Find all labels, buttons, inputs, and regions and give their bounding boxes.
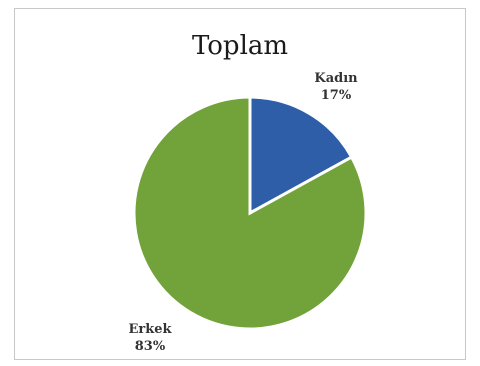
slice-percent-erkek: 83% (134, 339, 166, 354)
slice-label-erkek: Erkek 83% (120, 321, 180, 355)
pie-slice-erkek (132, 95, 368, 331)
chart-title: Toplam (191, 31, 289, 61)
slice-name-erkek: Erkek (128, 322, 172, 337)
slice-percent-kadin: 17% (320, 88, 352, 103)
slice-label-kadin: Kadın 17% (306, 70, 366, 104)
slice-name-kadin: Kadın (314, 71, 358, 86)
pie-slice-kadn (248, 95, 354, 216)
